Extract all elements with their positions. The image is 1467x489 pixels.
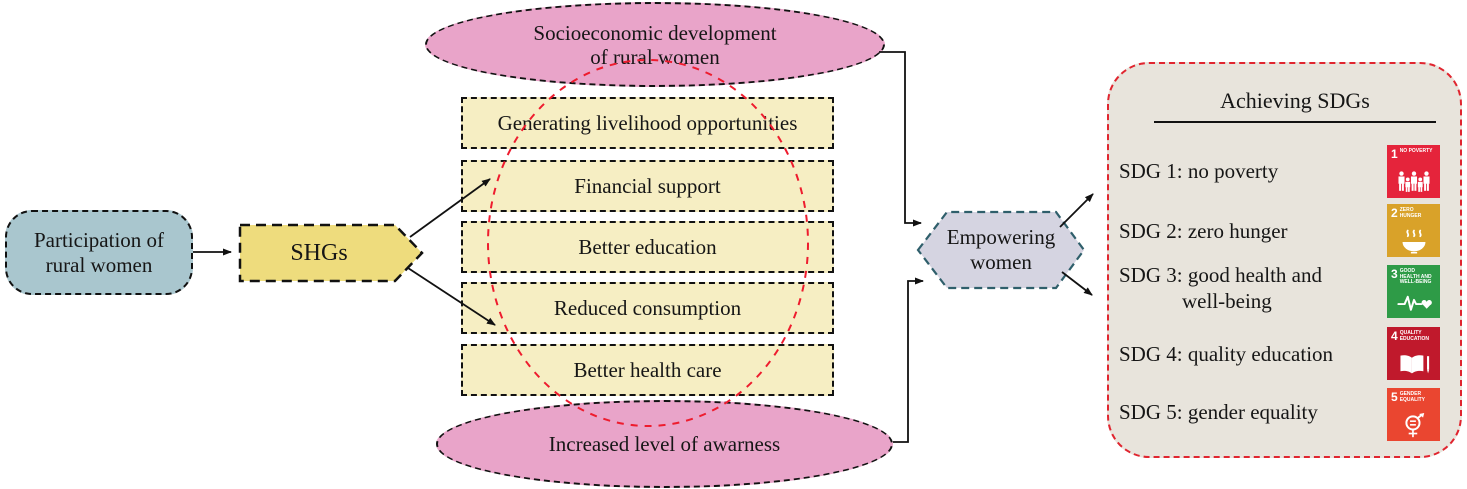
sdg3-label: SDG 3: good health and well-being	[1119, 263, 1322, 313]
socioeconomic-ellipse: Socioeconomic development of rural women	[425, 2, 885, 87]
awareness-ellipse: Increased level of awarness	[436, 400, 893, 488]
sdg2-zero-hunger-icon: 2 ZERO HUNGER	[1387, 204, 1440, 257]
sdg3-icon-heading: 3 GOOD HEALTH AND WELL-BEING	[1391, 268, 1437, 286]
ecg-heart-icon	[1396, 295, 1432, 311]
sdg4-quality-education-icon: 4 QUALITY EDUCATION	[1387, 327, 1440, 380]
open-book-icon	[1399, 355, 1429, 374]
connector-socioeconomic-to-empowering	[879, 51, 922, 227]
outcome-box-consumption: Reduced consumption	[461, 282, 834, 334]
sdg-panel-title: Achieving SDGs	[1154, 88, 1436, 123]
sdg1-label: SDG 1: no poverty	[1119, 159, 1279, 183]
sdg4-icon-heading: 4 QUALITY EDUCATION	[1391, 330, 1437, 342]
sdg5-label: SDG 5: gender equality	[1119, 400, 1318, 424]
sdg-panel: Achieving SDGs SDG 1: no poverty SDG 2: …	[1107, 62, 1462, 458]
sdg1-caption: NO POVERTY	[1399, 148, 1433, 154]
sdg2-label: SDG 2: zero hunger	[1119, 219, 1288, 243]
people-icon	[1397, 171, 1430, 192]
sdg3-good-health-icon: 3 GOOD HEALTH AND WELL-BEING	[1387, 265, 1440, 318]
sdg4-caption: QUALITY EDUCATION	[1399, 330, 1430, 342]
bowl-steam-icon	[1402, 229, 1425, 254]
sdg2-number: 2	[1391, 206, 1398, 220]
outcome-box-education: Better education	[461, 221, 834, 273]
gender-equality-icon	[1404, 413, 1424, 438]
sdg4-label: SDG 4: quality education	[1119, 342, 1334, 366]
sdg2-caption: ZERO HUNGER	[1399, 207, 1422, 219]
participation-node: Participation of rural women	[5, 210, 193, 295]
sdg1-no-poverty-icon: 1 NO POVERTY	[1387, 145, 1440, 198]
shg-label: SHGs	[290, 239, 348, 266]
sdg3-number: 3	[1391, 267, 1398, 281]
sdg1-icon-heading: 1 NO POVERTY	[1391, 148, 1437, 160]
empowering-label: Empowering women	[946, 225, 1056, 274]
sdg3-caption: GOOD HEALTH AND WELL-BEING	[1399, 268, 1432, 285]
outcome-box-financial: Financial support	[461, 160, 834, 212]
sdg5-gender-equality-icon: 5 GENDER EQUALITY	[1387, 388, 1440, 441]
outcome-box-healthcare: Better health care	[461, 344, 834, 396]
sdg5-caption: GENDER EQUALITY	[1399, 391, 1425, 403]
connector-awareness-to-empowering	[893, 277, 924, 443]
sdg1-number: 1	[1391, 147, 1398, 161]
sdg2-icon-heading: 2 ZERO HUNGER	[1391, 207, 1437, 219]
sdg5-icon-heading: 5 GENDER EQUALITY	[1391, 391, 1437, 403]
outcome-box-livelihood: Generating livelihood opportunities	[461, 97, 834, 149]
sdg5-number: 5	[1391, 390, 1398, 404]
sdg4-number: 4	[1391, 329, 1398, 343]
